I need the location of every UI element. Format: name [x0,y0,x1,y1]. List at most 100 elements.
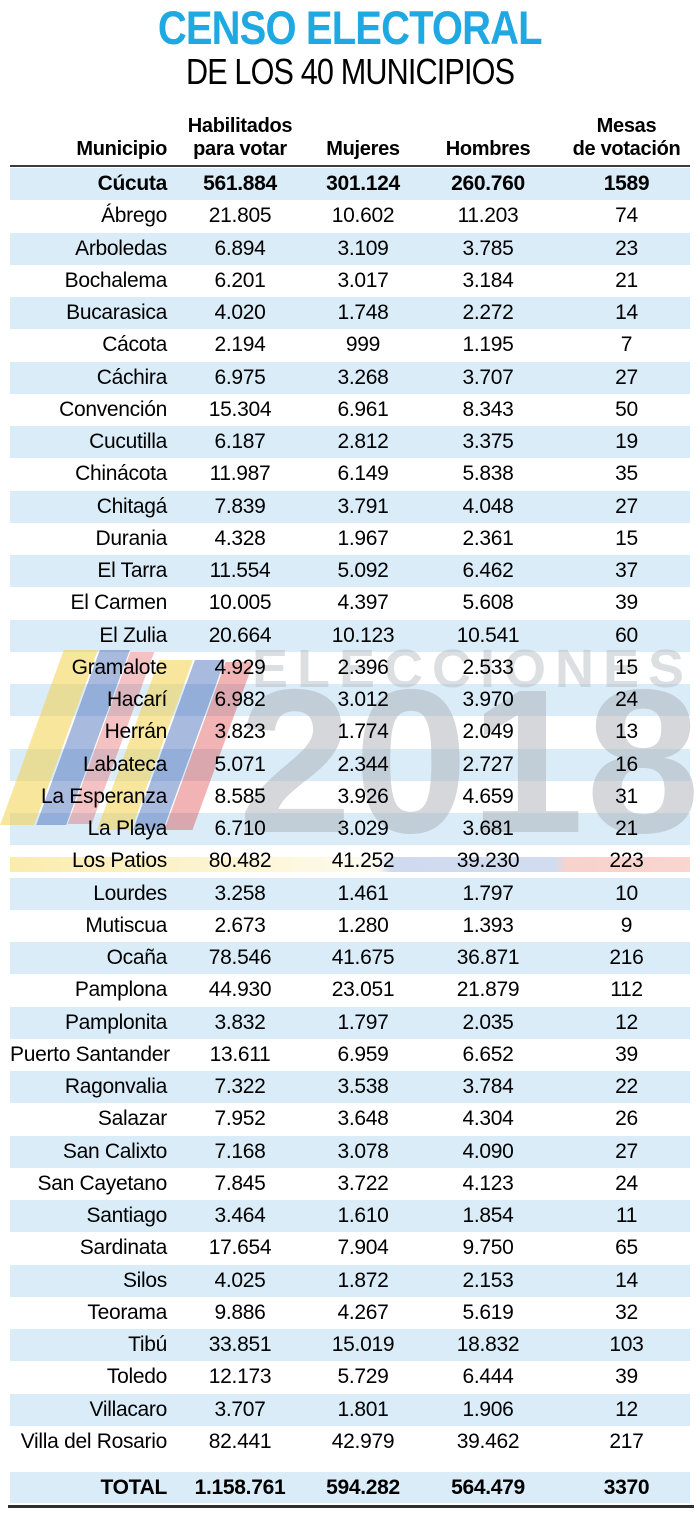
value-cell: 3.538 [337,1075,389,1099]
value-cell: 16 [615,752,638,776]
table-row: Ocaña 78.546 41.675 36.871 216 [10,942,690,975]
value-cell: 41.675 [331,946,395,970]
municipio-cell: La Esperanza [41,784,167,808]
value-cell: 1.967 [337,526,389,550]
value-cell: 41.252 [331,849,395,873]
value-cell: 999 [345,333,381,357]
value-cell: 1.774 [337,720,389,744]
value-cell: 8.585 [214,784,266,808]
municipio-cell: Herrán [104,720,168,744]
municipio-cell: Bucarasica [66,301,167,325]
value-cell: 4.020 [214,301,266,325]
table-row: Chitagá 7.839 3.791 4.048 27 [10,490,690,523]
value-cell: 1.748 [337,301,389,325]
value-cell: 10 [615,881,638,905]
table-row: Arboledas 6.894 3.109 3.785 23 [10,232,690,265]
table-row: Toledo 12.173 5.729 6.444 39 [10,1361,690,1393]
value-cell: 4.929 [214,655,266,679]
municipio-cell: Teorama [87,1300,167,1324]
value-cell: 23.051 [331,978,395,1002]
table-row: Teorama 9.886 4.267 5.619 32 [10,1297,690,1329]
value-cell: 21.805 [208,204,272,228]
value-cell: 7 [620,333,633,357]
value-cell: 82.441 [208,1429,272,1453]
table-row: Ragonvalia 7.322 3.538 3.784 22 [10,1071,690,1104]
value-cell: 260.760 [451,172,525,196]
municipio-cell: TOTAL [100,1475,167,1499]
table-row: Ábrego 21.805 10.602 11.203 74 [10,200,690,232]
value-cell: 31 [615,784,638,808]
value-cell: 42.979 [331,1429,395,1453]
value-cell: 60 [615,623,638,647]
value-cell: 5.092 [337,559,389,583]
municipio-cell: Ábrego [101,204,167,228]
value-cell: 2.272 [462,301,514,325]
municipio-cell: Cáchira [96,365,168,389]
value-cell: 4.025 [214,1268,266,1292]
value-cell: 2.727 [462,752,514,776]
value-cell: 78.546 [208,946,272,970]
value-cell: 32 [615,1300,638,1324]
value-cell: 1.854 [462,1204,514,1228]
value-cell: 12.173 [208,1365,272,1389]
value-cell: 3.268 [337,365,389,389]
value-cell: 13.611 [209,1042,271,1066]
table-row: Hacarí 6.982 3.012 3.970 24 [10,684,690,717]
municipio-cell: Chitagá [96,494,168,518]
column-header-mujeres: Mujeres [326,137,400,160]
value-cell: 10.005 [208,591,272,615]
value-cell: 7.322 [214,1075,266,1099]
value-cell: 3.184 [462,268,514,292]
value-cell: 1589 [603,172,650,196]
value-cell: 3.109 [337,236,389,260]
census-table: Cúcuta 561.884 301.124 260.760 1589 Ábrego 21.… [10,168,690,1458]
table-row: Bochalema 6.201 3.017 3.184 21 [10,265,690,297]
value-cell: 3.926 [337,784,389,808]
value-cell: 65 [615,1236,638,1260]
value-cell: 17.654 [208,1236,272,1260]
value-cell: 3.464 [214,1204,266,1228]
value-cell: 3.017 [337,268,389,292]
value-cell: 24 [615,688,638,712]
value-cell: 223 [609,849,644,873]
value-cell: 2.153 [462,1268,514,1292]
value-cell: 1.797 [462,881,514,905]
table-row: Labateca 5.071 2.344 2.727 16 [10,748,690,781]
table-row: Herrán 3.823 1.774 2.049 13 [10,716,690,748]
page-subtitle: DE LOS 40 MUNICIPIOS [185,50,515,92]
municipio-cell: Santiago [86,1204,167,1228]
value-cell: 26 [615,1107,638,1131]
table-row: Cucutilla 6.187 2.812 3.375 19 [10,426,690,459]
value-cell: 3.707 [214,1397,266,1421]
value-cell: 3.375 [462,430,514,454]
value-cell: 5.619 [462,1300,514,1324]
value-cell: 24 [615,1171,638,1195]
municipio-cell: Lourdes [93,881,167,905]
value-cell: 2.049 [462,720,514,744]
value-cell: 3.012 [337,688,389,712]
value-cell: 6.975 [214,365,266,389]
value-cell: 6.201 [214,268,266,292]
table-row: Villa del Rosario 82.441 42.979 39.462 217 [10,1426,690,1458]
value-cell: 39.230 [456,849,520,873]
value-cell: 5.838 [462,462,514,486]
value-cell: 14 [615,1268,638,1292]
value-cell: 20.664 [208,623,272,647]
table-row: Silos 4.025 1.872 2.153 14 [10,1264,690,1297]
municipio-cell: Cucutilla [89,430,167,454]
table-row: Tibú 33.851 15.019 18.832 103 [10,1329,690,1362]
value-cell: 6.444 [462,1365,514,1389]
municipio-cell: Chinácota [75,462,167,486]
value-cell: 12 [615,1397,638,1421]
title-block: CENSO ELECTORAL DE LOS 40 MUNICIPIOS [0,4,700,90]
municipio-cell: Tibú [128,1333,167,1357]
table-row: Cúcuta 561.884 301.124 260.760 1589 [10,168,690,201]
value-cell: 13 [615,720,638,744]
value-cell: 1.158.761 [194,1475,286,1499]
value-cell: 564.479 [451,1475,525,1499]
table-row: San Cayetano 7.845 3.722 4.123 24 [10,1168,690,1200]
value-cell: 7.952 [214,1107,266,1131]
table-row: El Tarra 11.554 5.092 6.462 37 [10,555,690,588]
municipio-cell: Cácota [102,333,167,357]
